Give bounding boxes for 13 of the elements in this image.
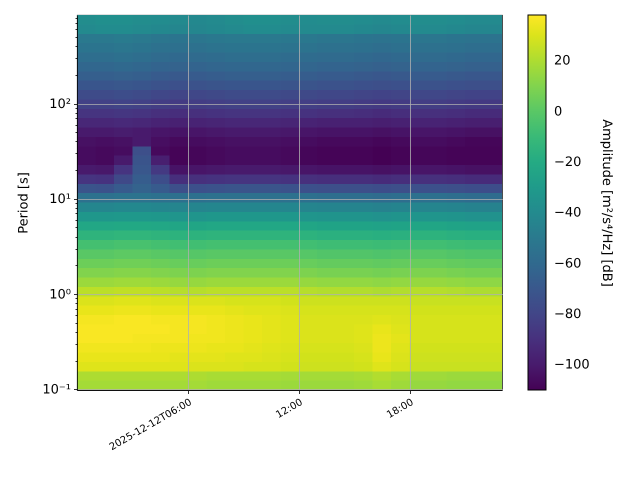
y-axis-title: Period [s] <box>16 172 32 234</box>
color-bar-label: −60 <box>554 256 582 272</box>
color-bar-label: 20 <box>554 54 571 69</box>
color-bar-label: −100 <box>554 358 590 373</box>
color-bar-title: Amplitude [m²/s⁴/Hz] [dB] <box>599 119 614 287</box>
color-bar-label: 0 <box>554 104 562 120</box>
y-tick-label: 10¹ <box>49 192 71 208</box>
y-tick-label: 10² <box>49 97 71 112</box>
color-bar-label: −20 <box>554 154 582 170</box>
y-tick-label: 10⁻¹ <box>42 382 71 398</box>
color-bar-label: −80 <box>554 306 582 322</box>
color-bar-label: −40 <box>554 206 582 221</box>
y-tick-label: 10⁰ <box>49 287 71 302</box>
